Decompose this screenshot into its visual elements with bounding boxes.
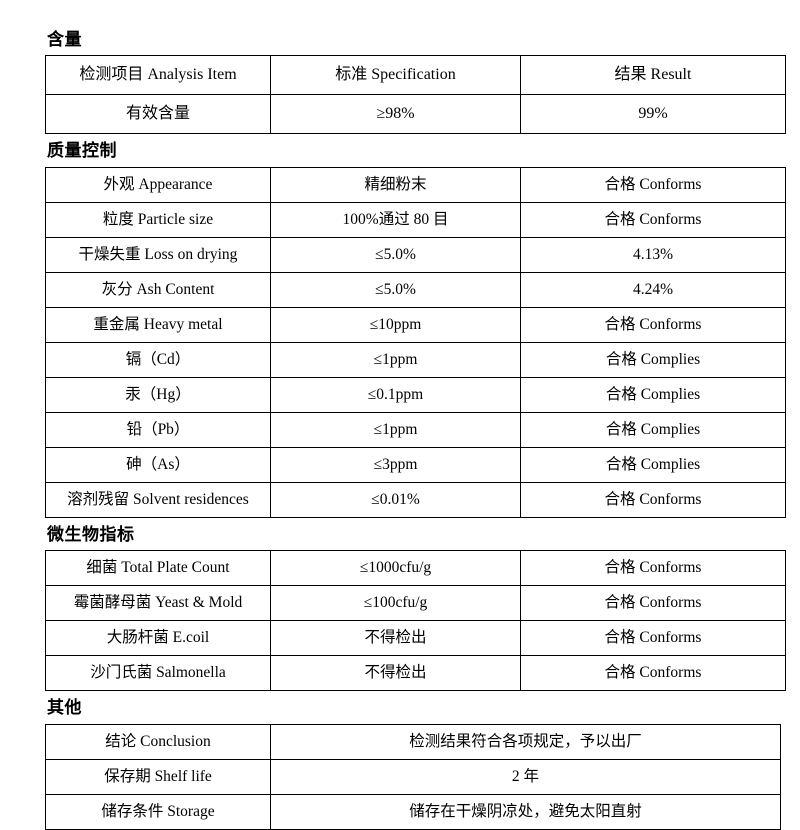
cell-item: 细菌 Total Plate Count: [45, 550, 271, 587]
cell-result: 合格 Conforms: [520, 201, 786, 238]
cell-spec: 不得检出: [270, 620, 521, 657]
cell-result: 合格 Complies: [520, 341, 786, 378]
section-title-quality-control: 质量控制: [47, 141, 117, 161]
cell-spec: ≤100cfu/g: [270, 585, 521, 622]
table-row: 储存条件 Storage 储存在干燥阴凉处，避免太阳直射: [45, 793, 781, 830]
table-row: 砷（As） ≤3ppm 合格 Complies: [45, 446, 786, 483]
cell-result: 合格 Conforms: [520, 655, 786, 692]
cell-spec: 100%通过 80 目: [270, 201, 521, 238]
cell-spec: ≤3ppm: [270, 446, 521, 483]
cell-item: 汞（Hg）: [45, 376, 271, 413]
cell-item: 铅（Pb）: [45, 411, 271, 448]
cell-value: 检测结果符合各项规定，予以出厂: [270, 723, 781, 760]
table-row: 铅（Pb） ≤1ppm 合格 Complies: [45, 411, 786, 448]
column-header-analysis-item: 检测项目 Analysis Item: [45, 55, 271, 96]
table-row: 保存期 Shelf life 2 年: [45, 758, 781, 795]
cell-result: 合格 Conforms: [520, 481, 786, 518]
table-row: 溶剂残留 Solvent residences ≤0.01% 合格 Confor…: [45, 481, 786, 518]
table-row: 结论 Conclusion 检测结果符合各项规定，予以出厂: [45, 723, 781, 760]
cell-result: 4.24%: [520, 271, 786, 308]
cell-result: 4.13%: [520, 236, 786, 273]
table-row: 外观 Appearance 精细粉末 合格 Conforms: [45, 166, 786, 203]
cell-result: 合格 Conforms: [520, 306, 786, 343]
coa-document: 含量 检测项目 Analysis Item 标准 Specification 结…: [45, 30, 786, 830]
table-row: 干燥失重 Loss on drying ≤5.0% 4.13%: [45, 236, 786, 273]
section-title-microbiology: 微生物指标: [47, 524, 135, 544]
cell-item: 霉菌酵母菌 Yeast & Mold: [45, 585, 271, 622]
cell-item: 粒度 Particle size: [45, 201, 271, 238]
cell-spec: ≤5.0%: [270, 236, 521, 273]
table-other: 结论 Conclusion 检测结果符合各项规定，予以出厂 保存期 Shelf …: [45, 723, 781, 830]
table-row: 重金属 Heavy metal ≤10ppm 合格 Conforms: [45, 306, 786, 343]
column-header-specification: 标准 Specification: [270, 55, 521, 96]
table-content: 检测项目 Analysis Item 标准 Specification 结果 R…: [45, 55, 786, 135]
cell-spec: ≥98%: [270, 94, 521, 135]
cell-spec: ≤1ppm: [270, 341, 521, 378]
table-row: 细菌 Total Plate Count ≤1000cfu/g 合格 Confo…: [45, 550, 786, 587]
table-row: 有效含量 ≥98% 99%: [45, 94, 786, 135]
table-row: 大肠杆菌 E.coil 不得检出 合格 Conforms: [45, 620, 786, 657]
cell-spec: ≤0.01%: [270, 481, 521, 518]
cell-item: 有效含量: [45, 94, 271, 135]
table-row: 灰分 Ash Content ≤5.0% 4.24%: [45, 271, 786, 308]
cell-result: 合格 Conforms: [520, 166, 786, 203]
table-row: 汞（Hg） ≤0.1ppm 合格 Complies: [45, 376, 786, 413]
cell-item: 储存条件 Storage: [45, 793, 271, 830]
cell-item: 沙门氏菌 Salmonella: [45, 655, 271, 692]
cell-item: 镉（Cd）: [45, 341, 271, 378]
cell-item: 重金属 Heavy metal: [45, 306, 271, 343]
cell-result: 99%: [520, 94, 786, 135]
cell-value: 储存在干燥阴凉处，避免太阳直射: [270, 793, 781, 830]
section-title-other: 其他: [47, 698, 82, 718]
table-row: 沙门氏菌 Salmonella 不得检出 合格 Conforms: [45, 655, 786, 692]
table-header-row: 检测项目 Analysis Item 标准 Specification 结果 R…: [45, 55, 786, 96]
cell-spec: ≤10ppm: [270, 306, 521, 343]
cell-result: 合格 Complies: [520, 411, 786, 448]
cell-result: 合格 Conforms: [520, 620, 786, 657]
cell-spec: ≤1ppm: [270, 411, 521, 448]
cell-spec: 精细粉末: [270, 166, 521, 203]
table-row: 镉（Cd） ≤1ppm 合格 Complies: [45, 341, 786, 378]
table-row: 粒度 Particle size 100%通过 80 目 合格 Conforms: [45, 201, 786, 238]
cell-result: 合格 Conforms: [520, 585, 786, 622]
cell-result: 合格 Complies: [520, 376, 786, 413]
cell-value: 2 年: [270, 758, 781, 795]
cell-spec: ≤0.1ppm: [270, 376, 521, 413]
table-microbiology: 细菌 Total Plate Count ≤1000cfu/g 合格 Confo…: [45, 550, 786, 692]
column-header-result: 结果 Result: [520, 55, 786, 96]
cell-item: 砷（As）: [45, 446, 271, 483]
table-row: 霉菌酵母菌 Yeast & Mold ≤100cfu/g 合格 Conforms: [45, 585, 786, 622]
cell-result: 合格 Conforms: [520, 550, 786, 587]
cell-item: 结论 Conclusion: [45, 723, 271, 760]
cell-spec: 不得检出: [270, 655, 521, 692]
section-title-content: 含量: [47, 30, 82, 49]
cell-item: 灰分 Ash Content: [45, 271, 271, 308]
cell-item: 干燥失重 Loss on drying: [45, 236, 271, 273]
cell-item: 溶剂残留 Solvent residences: [45, 481, 271, 518]
cell-item: 外观 Appearance: [45, 166, 271, 203]
cell-spec: ≤5.0%: [270, 271, 521, 308]
cell-item: 保存期 Shelf life: [45, 758, 271, 795]
cell-spec: ≤1000cfu/g: [270, 550, 521, 587]
cell-item: 大肠杆菌 E.coil: [45, 620, 271, 657]
table-quality-control: 外观 Appearance 精细粉末 合格 Conforms 粒度 Partic…: [45, 166, 786, 518]
cell-result: 合格 Complies: [520, 446, 786, 483]
